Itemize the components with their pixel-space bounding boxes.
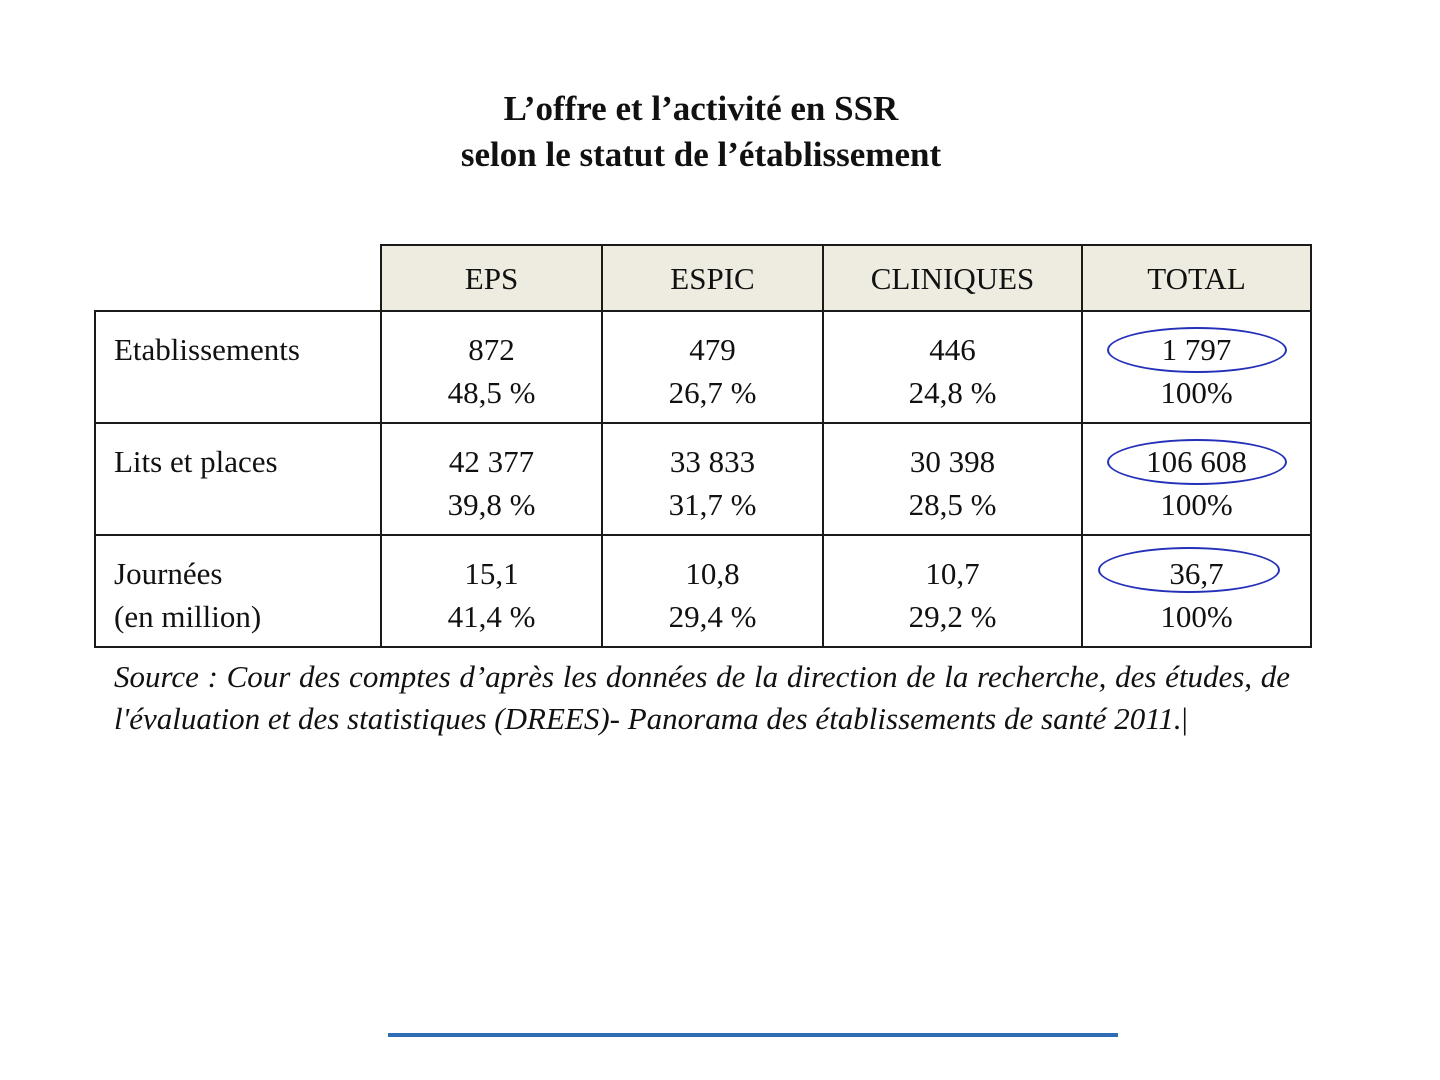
cell-percent: 100% — [1160, 599, 1233, 634]
total-value-highlighted: 36,7 — [1097, 546, 1280, 595]
row-label-line: Etablissements — [114, 332, 300, 367]
row-label: Journées (en million) — [94, 534, 382, 648]
table-corner-cell — [95, 245, 382, 312]
cell-percent: 100% — [1160, 375, 1233, 410]
cell-value: 30 398 — [909, 444, 996, 479]
table-row: Lits et places 42 377 39,8 % 33 833 31,7… — [94, 422, 1312, 536]
table-cell: 10,7 29,2 % — [822, 534, 1083, 648]
source-text: Source : Cour des comptes d’après les do… — [114, 659, 1290, 736]
row-label: Etablissements — [94, 310, 382, 424]
table-cell-total: 106 608 100% — [1081, 422, 1312, 536]
table-cell: 872 48,5 % — [380, 310, 603, 424]
cell-percent: 29,2 % — [908, 599, 997, 634]
row-label-line: Lits et places — [114, 444, 278, 479]
footer-divider-line — [388, 1033, 1118, 1037]
table-header-row: EPS ESPIC CLINIQUES TOTAL — [95, 244, 1312, 312]
table-row: Journées (en million) 15,1 41,4 % 10,8 2… — [94, 534, 1312, 648]
column-header: ESPIC — [601, 244, 824, 312]
table-cell: 33 833 31,7 % — [601, 422, 824, 536]
cell-percent: 31,7 % — [668, 487, 757, 522]
table-cell: 446 24,8 % — [822, 310, 1083, 424]
total-value-highlighted: 1 797 — [1106, 326, 1287, 373]
cell-value: 15,1 — [464, 556, 519, 591]
table-cell-total: 36,7 100% — [1081, 534, 1312, 648]
ssr-table: EPS ESPIC CLINIQUES TOTAL Etablissements… — [94, 244, 1312, 648]
column-header: TOTAL — [1081, 244, 1312, 312]
cell-value: 479 — [689, 332, 736, 367]
cell-value: 446 — [929, 332, 976, 367]
cell-value: 36,7 — [1169, 556, 1224, 591]
table-cell-total: 1 797 100% — [1081, 310, 1312, 424]
page-title: L’offre et l’activité en SSR selon le st… — [0, 86, 1402, 178]
cell-percent: 26,7 % — [668, 375, 757, 410]
table-cell: 42 377 39,8 % — [380, 422, 603, 536]
column-header: CLINIQUES — [822, 244, 1083, 312]
cell-value: 1 797 — [1161, 332, 1232, 367]
cell-value: 42 377 — [448, 444, 535, 479]
row-label-line: (en million) — [114, 599, 262, 634]
cell-value: 10,7 — [925, 556, 980, 591]
cell-percent: 24,8 % — [908, 375, 997, 410]
cell-value: 872 — [468, 332, 515, 367]
table-cell: 30 398 28,5 % — [822, 422, 1083, 536]
cell-percent: 48,5 % — [447, 375, 536, 410]
cell-value: 33 833 — [669, 444, 756, 479]
total-value-highlighted: 106 608 — [1106, 438, 1287, 485]
cell-value: 106 608 — [1146, 444, 1247, 479]
table-cell: 479 26,7 % — [601, 310, 824, 424]
cell-percent: 29,4 % — [668, 599, 757, 634]
cell-percent: 100% — [1160, 487, 1233, 522]
cell-percent: 41,4 % — [447, 599, 536, 634]
title-line-2: selon le statut de l’établissement — [460, 135, 942, 174]
row-label-line: Journées — [114, 556, 223, 591]
row-label: Lits et places — [94, 422, 382, 536]
cell-percent: 28,5 % — [908, 487, 997, 522]
cell-value: 10,8 — [685, 556, 740, 591]
table-row: Etablissements 872 48,5 % 479 26,7 % 446… — [94, 310, 1312, 424]
title-line-1: L’offre et l’activité en SSR — [503, 89, 899, 128]
table-cell: 15,1 41,4 % — [380, 534, 603, 648]
source-note: Source : Cour des comptes d’après les do… — [114, 656, 1290, 740]
text-cursor: | — [1181, 701, 1188, 736]
table-cell: 10,8 29,4 % — [601, 534, 824, 648]
column-header: EPS — [380, 244, 603, 312]
cell-percent: 39,8 % — [447, 487, 536, 522]
